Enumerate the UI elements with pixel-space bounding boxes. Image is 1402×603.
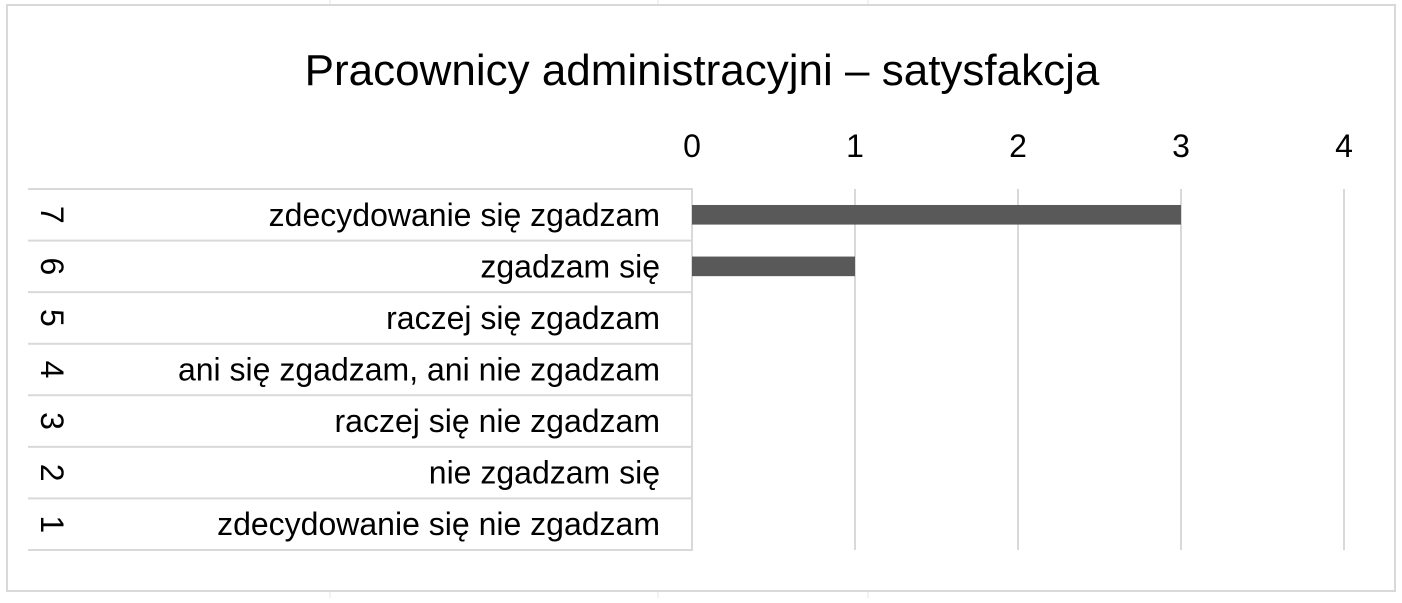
- category-axis-table: 7 zdecydowanie się zgadzam 6 zgadzam się 5 ra…: [28, 188, 693, 551]
- bars: [692, 204, 1181, 277]
- category-code: 7: [34, 206, 70, 224]
- bar: [692, 204, 1181, 225]
- gridlines: [854, 189, 1345, 550]
- x-tick-label: 2: [1009, 128, 1027, 164]
- chart-area[interactable]: Pracownicy administracyjni – satysfakcja…: [6, 4, 1396, 592]
- category-label: zgadzam się: [480, 248, 660, 284]
- category-code: 5: [34, 309, 70, 327]
- x-tick-label: 1: [846, 128, 864, 164]
- category-label: ani się zgadzam, ani nie zgadzam: [178, 352, 660, 388]
- category-code: 6: [34, 257, 70, 275]
- category-label: zdecydowanie się zgadzam: [269, 197, 660, 233]
- category-label: zdecydowanie się nie zgadzam: [217, 506, 660, 542]
- category-code: 1: [34, 515, 70, 533]
- x-tick-label: 3: [1172, 128, 1190, 164]
- category-label: raczej się zgadzam: [386, 300, 660, 336]
- bar: [692, 256, 855, 277]
- x-tick-label: 4: [1335, 128, 1353, 164]
- x-axis-ticks: 0 1 2 3 4: [683, 128, 1353, 164]
- category-code: 2: [34, 464, 70, 482]
- category-code: 3: [34, 412, 70, 430]
- bar-chart: Pracownicy administracyjni – satysfakcja…: [28, 46, 1353, 551]
- category-label: nie zgadzam się: [429, 455, 660, 491]
- x-tick-label: 0: [683, 128, 701, 164]
- category-code: 4: [34, 361, 70, 379]
- category-label: raczej się nie zgadzam: [335, 403, 660, 439]
- chart-title: Pracownicy administracyjni – satysfakcja: [305, 46, 1100, 95]
